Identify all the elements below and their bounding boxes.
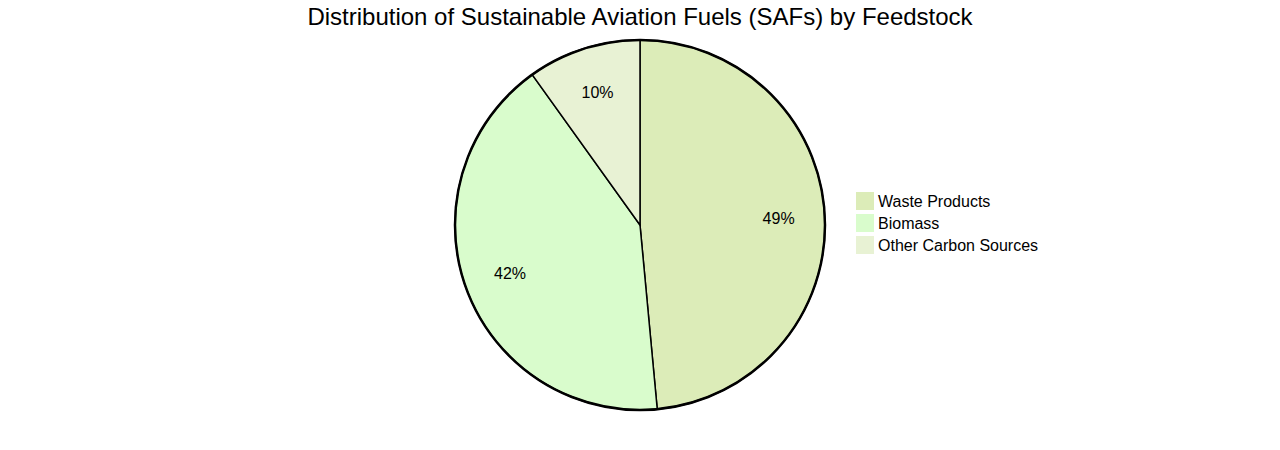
legend: Waste Products Biomass Other Carbon Source… bbox=[856, 192, 1038, 254]
legend-label: Other Carbon Sources bbox=[878, 237, 1038, 254]
pie-slice bbox=[532, 40, 640, 225]
pie-slice bbox=[640, 40, 825, 409]
legend-label: Biomass bbox=[878, 215, 939, 232]
legend-swatch bbox=[856, 214, 874, 232]
legend-swatch bbox=[856, 236, 874, 254]
pie-outline bbox=[455, 40, 825, 410]
chart-container: Distribution of Sustainable Aviation Fue… bbox=[0, 0, 1280, 450]
data-label: 10% bbox=[582, 84, 614, 101]
data-label: 42% bbox=[494, 265, 526, 282]
slices bbox=[455, 40, 825, 410]
chart-title: Distribution of Sustainable Aviation Fue… bbox=[307, 3, 973, 30]
chart-svg: Distribution of Sustainable Aviation Fue… bbox=[0, 0, 1280, 450]
legend-swatch bbox=[856, 192, 874, 210]
legend-label: Waste Products bbox=[878, 193, 990, 210]
data-labels: 49% 42% 10% bbox=[494, 84, 795, 282]
data-label: 49% bbox=[763, 210, 795, 227]
